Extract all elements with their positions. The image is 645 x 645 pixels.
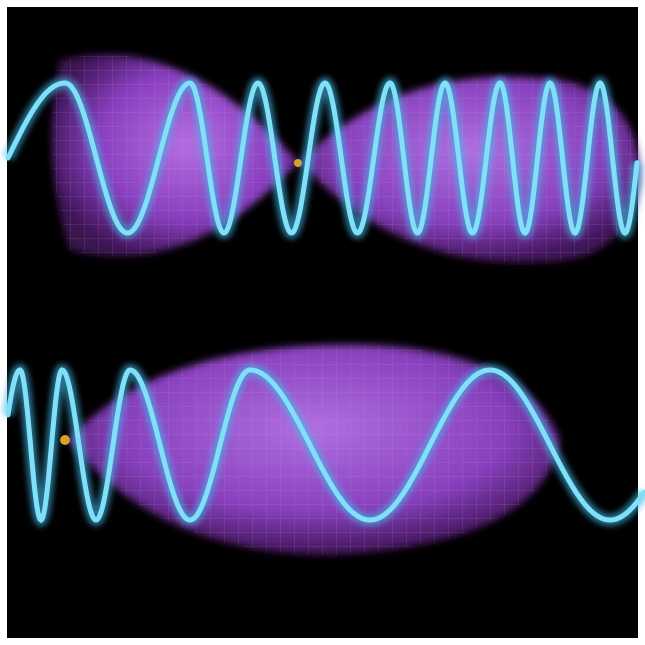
bottom-star bbox=[60, 435, 70, 445]
top-star bbox=[294, 159, 302, 167]
illustration bbox=[0, 0, 645, 645]
page: (() => { const g = document.getElementBy… bbox=[0, 0, 645, 645]
